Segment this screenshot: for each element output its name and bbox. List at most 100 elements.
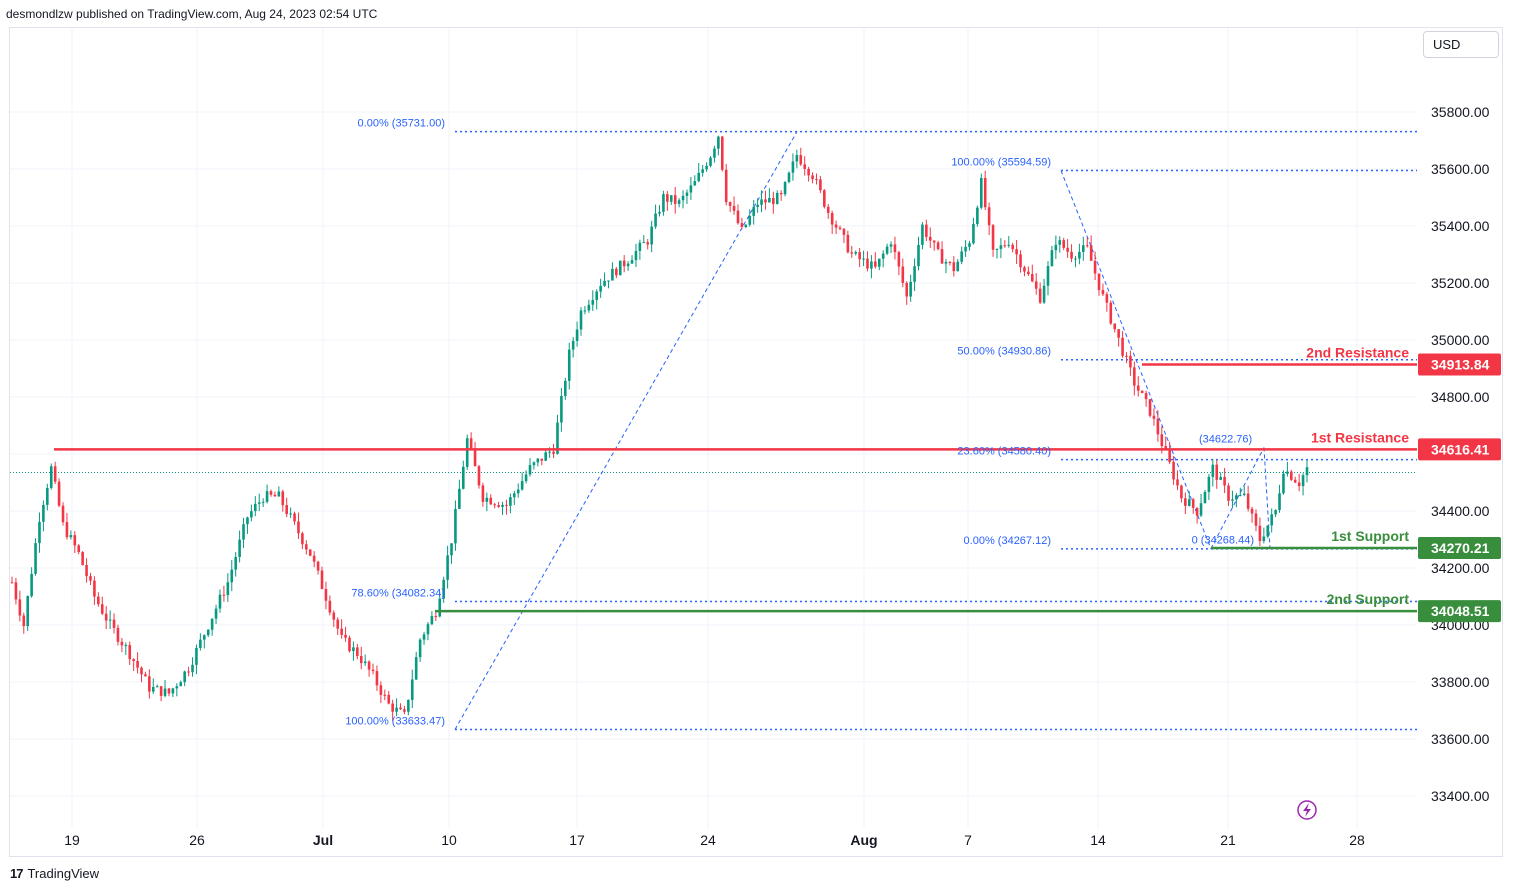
candle-body bbox=[677, 200, 681, 204]
candle-body bbox=[638, 242, 642, 251]
candle-body bbox=[1117, 329, 1120, 338]
candle-body bbox=[579, 310, 583, 330]
candle-body bbox=[1293, 479, 1297, 483]
candle-body bbox=[607, 280, 610, 282]
candle-body bbox=[289, 513, 292, 515]
candle-body bbox=[1097, 273, 1101, 290]
y-tick-label: 33600.00 bbox=[1431, 731, 1490, 747]
candle-body bbox=[195, 647, 198, 665]
candle-body bbox=[383, 694, 387, 696]
fib-label: (34622.76) bbox=[1199, 434, 1252, 446]
candle-body bbox=[987, 207, 991, 226]
candle-body bbox=[140, 667, 143, 675]
candle-body bbox=[324, 588, 328, 601]
candle-body bbox=[171, 688, 175, 694]
fib-label: 23.60% (34580.40) bbox=[957, 446, 1051, 458]
candle-body bbox=[615, 268, 618, 276]
candle-body bbox=[1262, 536, 1266, 542]
publisher-header: desmondlzw published on TradingView.com,… bbox=[6, 7, 378, 21]
candle-body bbox=[356, 647, 359, 657]
candle-body bbox=[414, 657, 418, 680]
candle-body bbox=[1133, 367, 1136, 386]
candle-body bbox=[536, 458, 540, 463]
candle-body bbox=[465, 438, 469, 467]
candle-body bbox=[689, 185, 693, 193]
x-tick-label: 7 bbox=[964, 832, 972, 848]
candle-body bbox=[167, 688, 171, 694]
candle-body bbox=[732, 205, 736, 211]
candle-body bbox=[1027, 271, 1030, 275]
candle-body bbox=[363, 661, 367, 664]
candle-body bbox=[1187, 499, 1191, 506]
candle-body bbox=[1180, 485, 1183, 499]
y-tick-label: 33400.00 bbox=[1431, 788, 1490, 804]
candle-body bbox=[1003, 245, 1007, 247]
candle-body bbox=[1144, 393, 1148, 400]
candle-body bbox=[622, 260, 626, 267]
fib-label: 100.00% (35594.59) bbox=[951, 157, 1051, 169]
candle-body bbox=[1235, 495, 1238, 500]
candle-body bbox=[583, 310, 587, 312]
candle-body bbox=[281, 491, 285, 506]
candle-body bbox=[544, 452, 547, 461]
candle-body bbox=[1062, 240, 1065, 248]
candle-body bbox=[77, 545, 81, 553]
x-tick-label: 17 bbox=[569, 832, 585, 848]
candle-body bbox=[976, 207, 979, 225]
candle-body bbox=[618, 260, 622, 276]
candle-body bbox=[787, 172, 791, 183]
candle-body bbox=[22, 615, 26, 627]
fib-label: 78.60% (34082.34) bbox=[351, 588, 445, 600]
candle-body bbox=[575, 329, 579, 341]
fib-trend-line bbox=[454, 131, 798, 730]
candle-body bbox=[991, 225, 995, 250]
candle-body bbox=[826, 206, 830, 213]
candle-body bbox=[642, 242, 646, 244]
candle-body bbox=[473, 448, 477, 467]
candle-body bbox=[768, 198, 771, 203]
candle-body bbox=[917, 244, 920, 267]
candle-body bbox=[277, 491, 281, 497]
fib-label: 50.00% (34930.86) bbox=[957, 346, 1051, 358]
y-tick-label: 35400.00 bbox=[1431, 218, 1490, 234]
candle-body bbox=[1011, 244, 1014, 250]
candle-body bbox=[1286, 471, 1289, 474]
candle-body bbox=[603, 280, 606, 286]
candle-body bbox=[100, 604, 104, 614]
brand-footer[interactable]: 17 TradingView bbox=[10, 866, 99, 881]
candle-body bbox=[202, 635, 206, 640]
candle-body bbox=[222, 594, 226, 596]
candle-body bbox=[1019, 254, 1022, 268]
candle-body bbox=[854, 252, 858, 254]
candle-body bbox=[469, 438, 473, 449]
candle-body bbox=[1101, 289, 1105, 295]
candle-body bbox=[481, 485, 485, 502]
candle-body bbox=[591, 300, 595, 305]
candle-body bbox=[403, 709, 406, 712]
candle-body bbox=[850, 252, 854, 254]
candle-body bbox=[897, 252, 901, 267]
candle-body bbox=[662, 194, 665, 212]
candle-body bbox=[799, 155, 803, 165]
candle-body bbox=[61, 505, 65, 523]
candle-body bbox=[1203, 491, 1207, 504]
candle-body bbox=[38, 521, 41, 544]
y-tick-label: 34200.00 bbox=[1431, 560, 1490, 576]
candle-body bbox=[501, 504, 504, 507]
candle-body bbox=[630, 260, 634, 264]
candle-body bbox=[187, 671, 190, 673]
candle-body bbox=[226, 582, 230, 596]
candle-body bbox=[669, 195, 673, 202]
candle-body bbox=[10, 582, 14, 584]
lightning-icon[interactable] bbox=[1297, 800, 1317, 820]
candle-body bbox=[1191, 499, 1195, 508]
currency-button[interactable]: USD bbox=[1423, 31, 1499, 58]
candle-body bbox=[681, 195, 685, 201]
candle-body bbox=[772, 198, 775, 205]
candle-body bbox=[881, 253, 885, 259]
candle-body bbox=[42, 504, 45, 522]
candle-body bbox=[893, 244, 897, 253]
candle-body bbox=[1301, 475, 1305, 487]
candle-body bbox=[1227, 485, 1230, 501]
